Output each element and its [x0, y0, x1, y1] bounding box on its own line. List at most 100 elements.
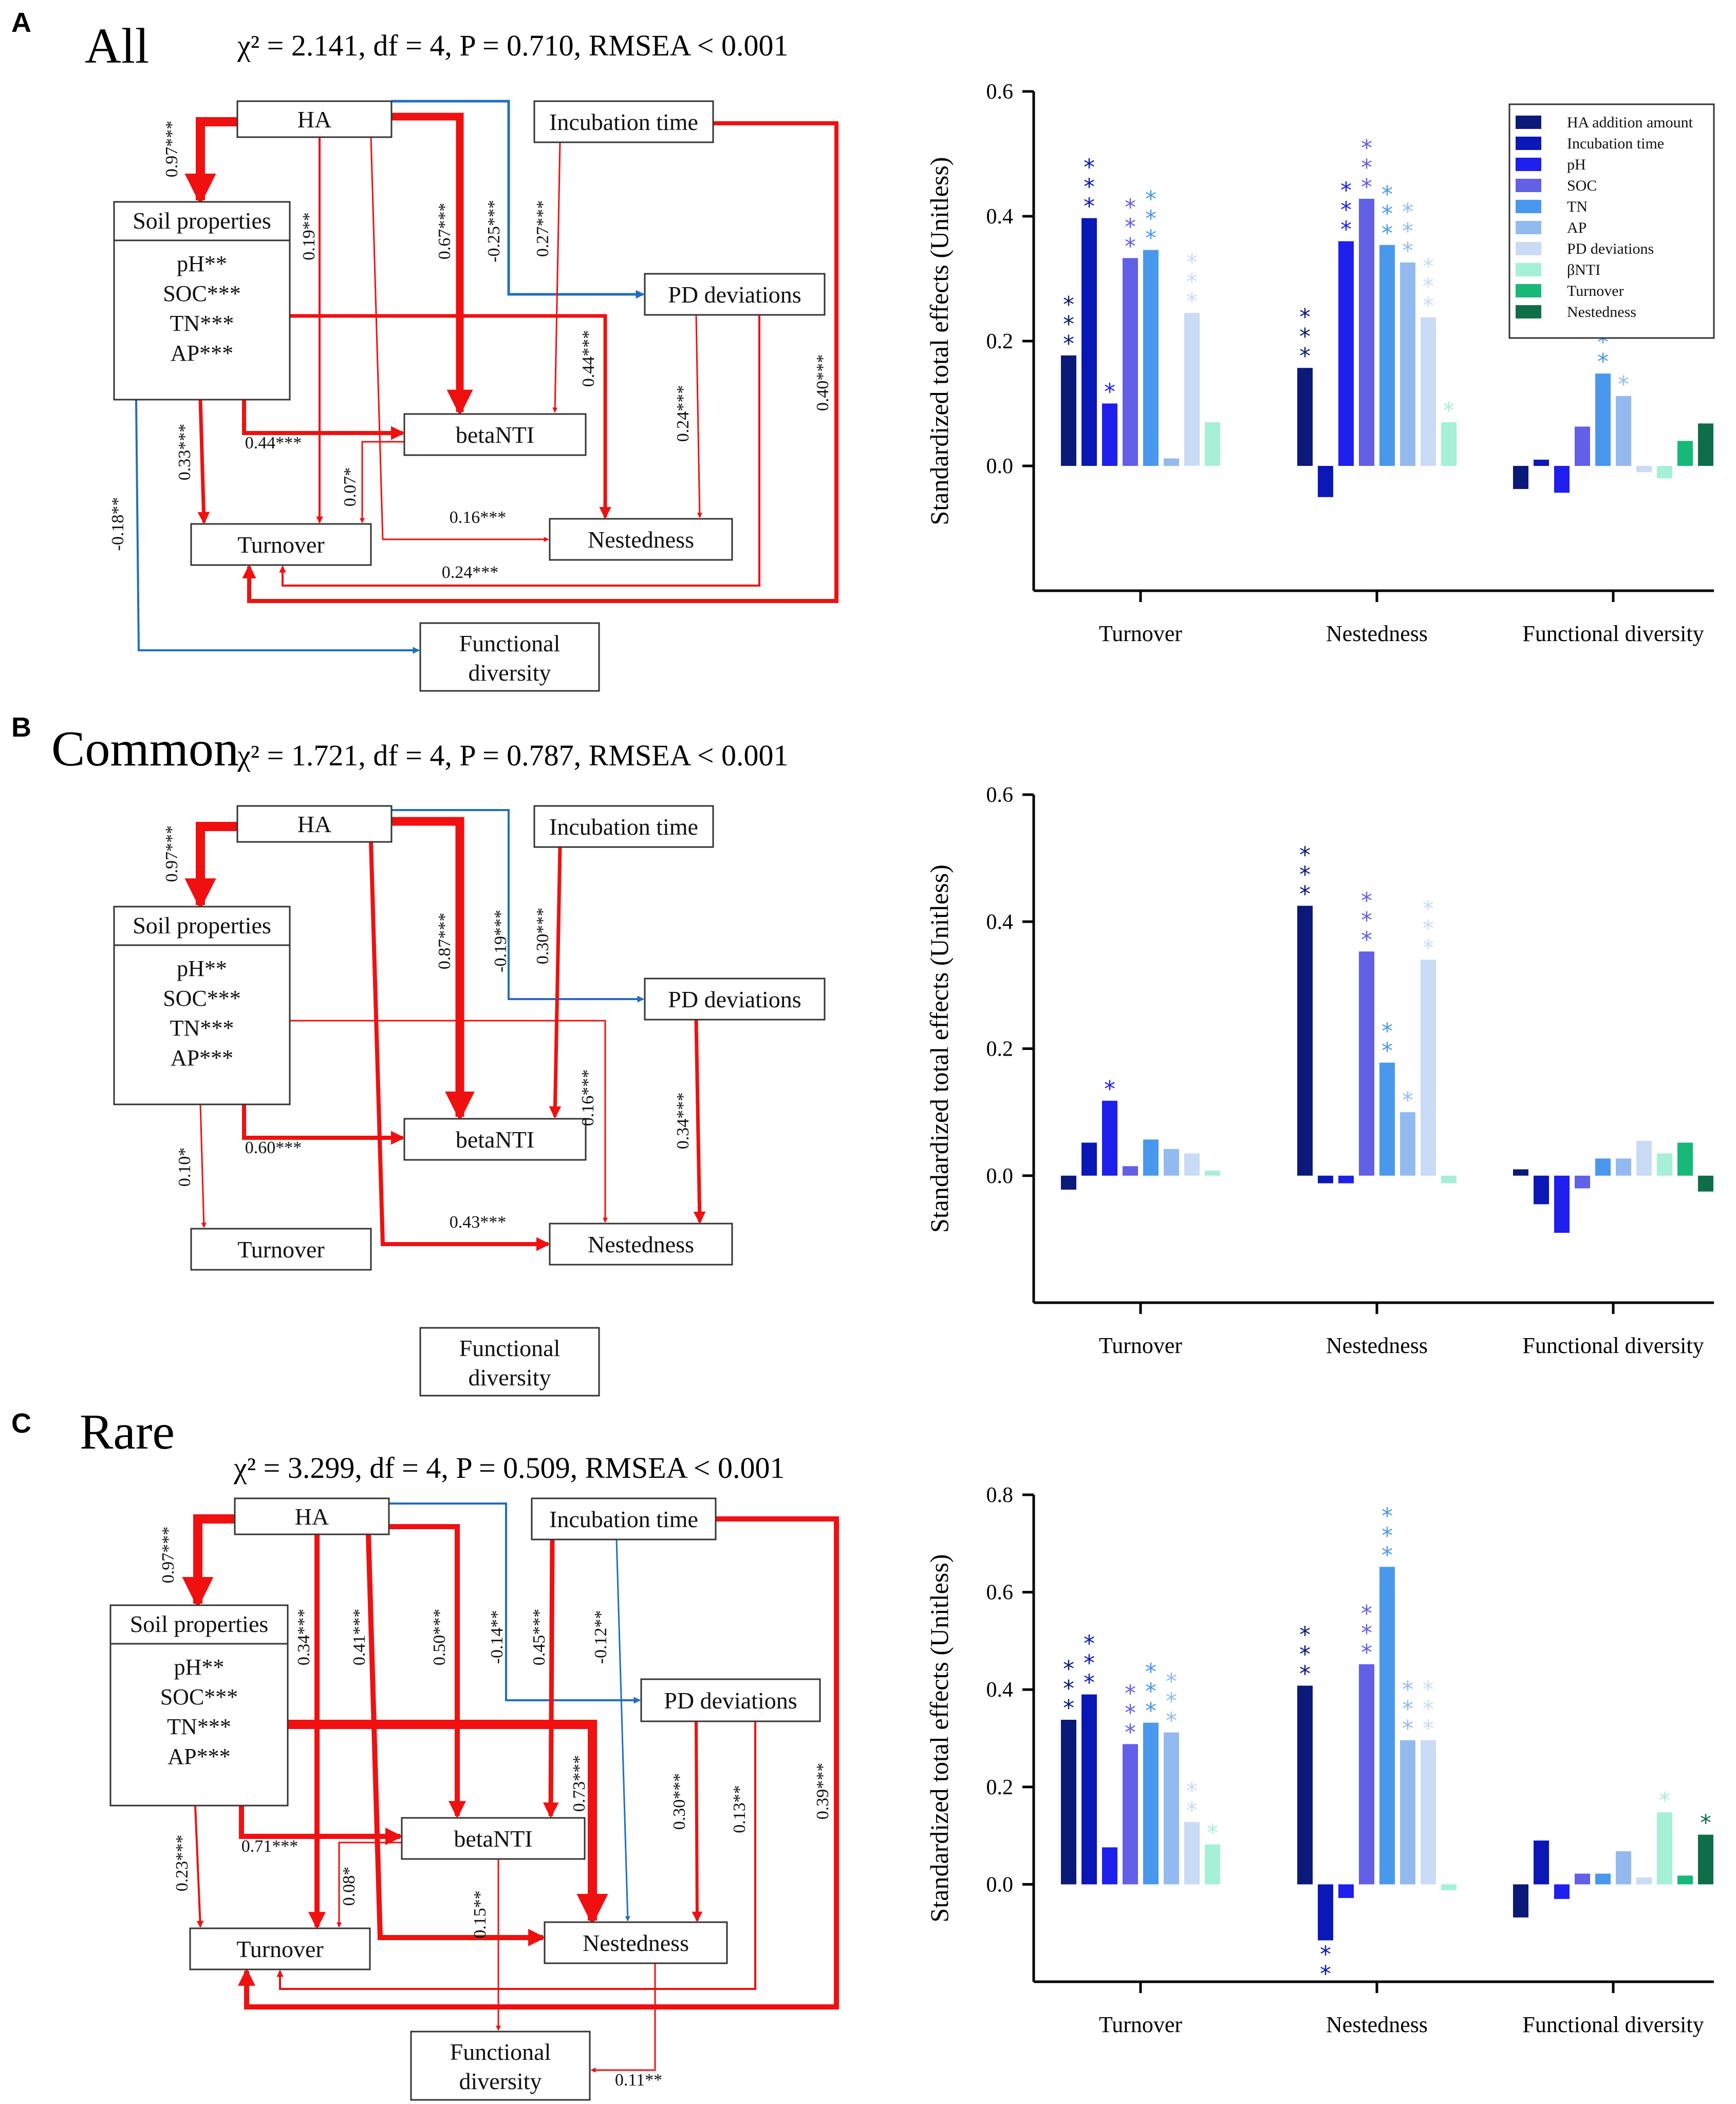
significance-star: *: [1145, 1659, 1156, 1685]
legend-entry: pH: [1567, 156, 1586, 173]
path-coefficient: 0.10*: [175, 1148, 194, 1187]
soil-variable: pH**: [174, 1655, 225, 1680]
bar: [1554, 1884, 1570, 1899]
significance-star: *: [1084, 194, 1095, 220]
significance-star: *: [1382, 1019, 1393, 1045]
total-effects-charts: 0.0 0.2 0.4 0.6 Standardized total effects (…: [925, 80, 1715, 2037]
significance-star: *: [1382, 201, 1393, 227]
bar: [1513, 1884, 1528, 1918]
significance-star: *: [1063, 1656, 1074, 1682]
bar: [1657, 1812, 1672, 1885]
panel-label: A: [11, 7, 31, 38]
significance-star: *: [1063, 1676, 1074, 1702]
path-coefficients: 0.97*** 0.34*** 0.41*** 0.50*** -0.14** 0.45*…: [159, 1527, 832, 2090]
y-tick-label: 0.6: [986, 783, 1014, 807]
legend-swatch: [1516, 179, 1541, 192]
significance-star: *: [1443, 398, 1454, 424]
bar: [1554, 1175, 1570, 1233]
significance-star: *: [1063, 331, 1074, 357]
bar: [1636, 1877, 1652, 1885]
bar: [1421, 1740, 1436, 1885]
path-arrows: [184, 809, 706, 1251]
path-arrow: [197, 399, 210, 524]
bar: [1575, 1873, 1590, 1885]
bar: [1441, 422, 1457, 466]
bar: [1400, 1112, 1415, 1176]
significance-star: *: [1423, 915, 1434, 942]
legend-entry: PD deviations: [1567, 240, 1654, 257]
functional-diversity-box: [419, 1327, 600, 1397]
significance-star: *: [1186, 1778, 1198, 1804]
path-coefficient: -0.12**: [591, 1610, 610, 1664]
bar: [1102, 1847, 1117, 1885]
significance-star: *: [1320, 1961, 1331, 1987]
significance-star: *: [1382, 181, 1393, 208]
significance-star: *: [1125, 194, 1136, 220]
bar: [1143, 1722, 1159, 1885]
significance-star: *: [1145, 206, 1156, 232]
significance-star: *: [1084, 174, 1095, 200]
betanti-node-label: betaNTI: [456, 422, 534, 448]
betanti-node-box: [403, 1118, 587, 1161]
bar: [1061, 1719, 1076, 1885]
incubation-time-node-box: [531, 1497, 717, 1541]
bar: [1184, 1153, 1200, 1176]
y-axis-label: Standardized total effects (Unitless): [925, 865, 954, 1233]
x-category-label: Turnover: [1099, 1333, 1183, 1358]
bar: [1616, 1851, 1631, 1885]
legend-swatch: [1516, 200, 1541, 213]
turnover-node-box: [190, 1228, 372, 1271]
significance-star: *: [1166, 1708, 1177, 1734]
model-fit-stats: χ² = 1.721, df = 4, P = 0.787, RMSEA < 0…: [237, 739, 789, 772]
path-arrow: [693, 1019, 706, 1224]
significance-star: *: [1299, 1661, 1311, 1687]
y-tick-label: 0.4: [986, 1678, 1014, 1702]
significance-star: *: [1340, 197, 1352, 223]
soil-properties-label: Soil properties: [133, 208, 271, 234]
path-coefficient: 0.45***: [530, 1609, 549, 1666]
significance-star: *: [1063, 292, 1074, 318]
legend-swatch: [1516, 305, 1541, 318]
path-coefficient: 0.44***: [245, 434, 302, 453]
y-tick-label: 0.2: [986, 1038, 1014, 1061]
panel-label: B: [11, 712, 31, 743]
y-tick-label: 0.0: [986, 1164, 1014, 1188]
significance-star: *: [1299, 343, 1311, 369]
path-coefficient: 0.30***: [533, 908, 552, 965]
bar: [1379, 1567, 1395, 1885]
x-category-label: Turnover: [1099, 2012, 1183, 2037]
significance-star: *: [1597, 349, 1609, 375]
bar: [1554, 466, 1570, 493]
path-coefficient: 0.73***: [570, 1755, 589, 1812]
path-arrow: [288, 1720, 608, 1926]
y-tick-label: 0.6: [986, 1581, 1014, 1605]
bar: [1359, 198, 1374, 466]
significance-star: *: [1402, 1677, 1413, 1703]
path-arrows: [135, 100, 838, 654]
path-coefficient: 0.13**: [730, 1785, 749, 1833]
bar: [1164, 458, 1179, 466]
soil-variable: pH**: [177, 251, 227, 276]
path-arrow: [695, 314, 702, 518]
panel-title: Rare: [80, 1404, 175, 1460]
path-arrow: [135, 399, 420, 654]
effects-chart-c: 0.0 0.2 0.4 0.6 0.8 Standardized total effect…: [925, 1483, 1714, 2037]
bar: [1616, 396, 1631, 466]
bar: [1513, 466, 1528, 489]
pd-deviations-node-box: [644, 273, 826, 316]
soil-variable: AP***: [171, 341, 233, 366]
pd-deviations-node-label: PD deviations: [668, 281, 801, 308]
nestedness-node-label: Nestedness: [583, 1930, 689, 1956]
legend-entry: Turnover: [1567, 283, 1624, 299]
bar: [1205, 1844, 1220, 1885]
significance-star: *: [1084, 1670, 1095, 1696]
path-arrow: [391, 100, 645, 299]
bar: [1657, 466, 1672, 479]
significance-star: *: [1145, 186, 1156, 213]
significance-star: *: [1299, 1642, 1311, 1668]
path-arrow: [242, 400, 405, 440]
bar: [1164, 1149, 1179, 1176]
soil-variable: SOC***: [163, 986, 241, 1011]
ha-node-box: [234, 1497, 390, 1535]
sem-panel-a: A All χ² = 2.141, df = 4, P = 0.710, RMSEA…: [11, 7, 838, 692]
